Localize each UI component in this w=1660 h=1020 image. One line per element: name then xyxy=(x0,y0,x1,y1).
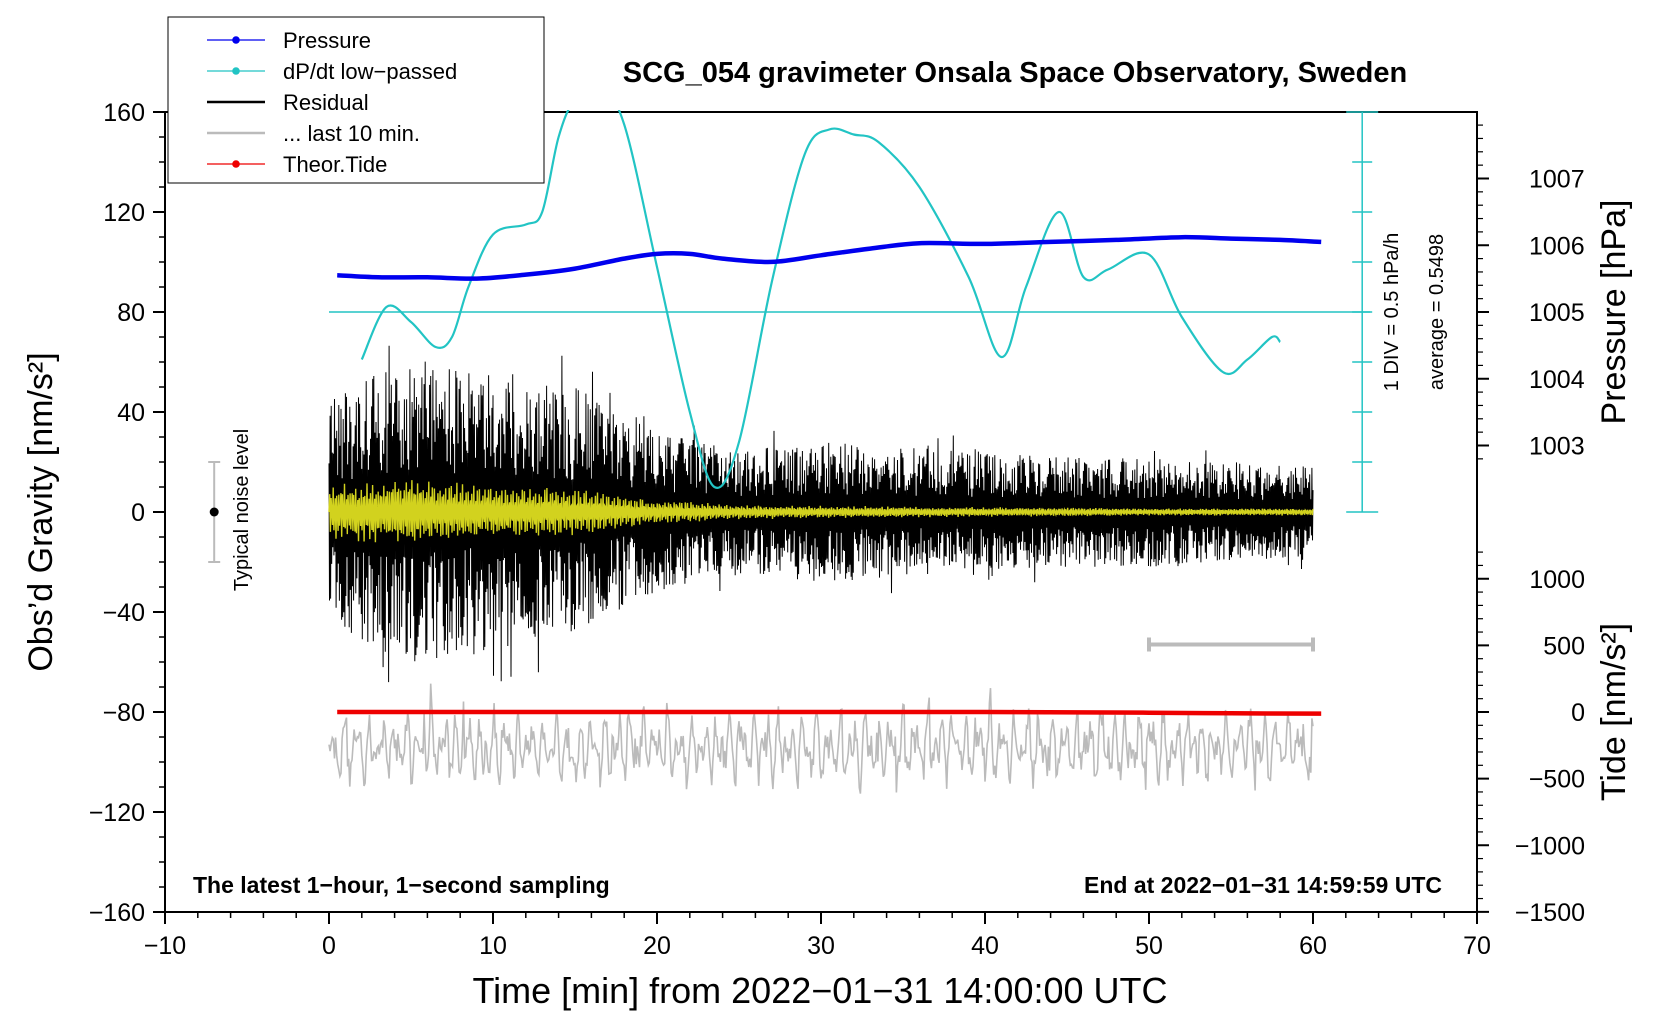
noise-level-label: Typical noise level xyxy=(231,429,253,591)
tide-tick-label: −1000 xyxy=(1515,832,1585,860)
y-tick-label: −120 xyxy=(89,799,145,827)
last-10-min-layer xyxy=(328,683,1314,794)
legend-label: Pressure xyxy=(283,28,371,53)
sampling-label: The latest 1−hour, 1−second sampling xyxy=(193,872,610,898)
legend-swatch-marker xyxy=(232,67,240,75)
legend: Pressure dP/dt low−passed Residual ... last… xyxy=(167,16,545,184)
chart-title: SCG_054 gravimeter Onsala Space Observat… xyxy=(623,57,1407,89)
noise-bar-center xyxy=(209,507,219,517)
pressure-line xyxy=(337,234,1322,281)
tide-tick-label: 1000 xyxy=(1529,566,1585,594)
pressure-tick-label: 1006 xyxy=(1529,232,1585,260)
dpdt-layer xyxy=(329,110,1371,489)
x-tick-label: 60 xyxy=(1299,932,1327,960)
legend-entry: Residual xyxy=(207,90,369,115)
last-10-min-bar xyxy=(1147,637,1315,652)
legend-entry: dP/dt low−passed xyxy=(207,59,457,84)
legend-label: ... last 10 min. xyxy=(283,121,420,146)
residual-line xyxy=(328,345,1314,683)
y-tick-label: 40 xyxy=(117,399,145,427)
y-tick-label: −160 xyxy=(89,899,145,927)
x-tick-label: 0 xyxy=(322,932,336,960)
x-tick-label: 20 xyxy=(643,932,671,960)
y-tick-label: −80 xyxy=(103,699,145,727)
y-axis-title-gravity: Obs’d Gravity [nm/s²] xyxy=(22,352,60,671)
plot-data-layer xyxy=(328,110,1371,794)
x-tick-label: 50 xyxy=(1135,932,1163,960)
y-tick-label: −40 xyxy=(103,599,145,627)
legend-swatch-marker xyxy=(232,36,240,44)
pressure-tick-label: 1004 xyxy=(1529,366,1585,394)
x-axis-title: Time [min] from 2022−01−31 14:00:00 UTC xyxy=(472,970,1167,1011)
theor-tide-line xyxy=(337,709,1322,716)
dpdt-scale xyxy=(1346,111,1379,513)
pressure-tick-label: 1003 xyxy=(1529,433,1585,461)
x-tick-label: 40 xyxy=(971,932,999,960)
pressure-tick-label: 1005 xyxy=(1529,299,1585,327)
pressure-layer xyxy=(337,234,1322,281)
y-tick-label: 160 xyxy=(103,99,145,127)
noise-level-bar xyxy=(208,461,221,563)
legend-entry: ... last 10 min. xyxy=(207,121,420,146)
residual-layer xyxy=(328,345,1314,683)
legend-box xyxy=(167,16,545,184)
y-tick-label: 80 xyxy=(117,299,145,327)
tide-tick-label: −1500 xyxy=(1515,899,1585,927)
x-tick-label: 10 xyxy=(479,932,507,960)
last-10-min-line xyxy=(328,683,1314,794)
tide-tick-label: −500 xyxy=(1529,766,1585,794)
legend-entries: Pressure dP/dt low−passed Residual ... last… xyxy=(207,28,457,177)
tide-tick-label: 0 xyxy=(1571,699,1585,727)
y-tick-label: 0 xyxy=(131,499,145,527)
filtered-residual-layer xyxy=(328,480,1314,543)
x-tick-label: 30 xyxy=(807,932,835,960)
average-label: average = 0.5498 xyxy=(1426,234,1448,390)
legend-swatch-marker xyxy=(232,160,240,168)
end-time-label: End at 2022−01−31 14:59:59 UTC xyxy=(1084,872,1442,898)
legend-label: dP/dt low−passed xyxy=(283,59,457,84)
x-tick-label: 70 xyxy=(1463,932,1491,960)
y-axis-title-tide: Tide [nm/s²] xyxy=(1595,623,1633,801)
dpdt-line xyxy=(360,110,1281,489)
legend-label: Residual xyxy=(283,90,369,115)
y-axis-title-pressure: Pressure [hPa] xyxy=(1595,200,1633,425)
x-tick-label: −10 xyxy=(144,932,186,960)
legend-entry: Theor.Tide xyxy=(207,152,387,177)
tide-tick-label: 500 xyxy=(1543,632,1585,660)
legend-label: Theor.Tide xyxy=(283,152,387,177)
axes-layer: −10 0 10 20 30 40 50 60 70 160 120 80 40 0 −40 −80 −120 −… xyxy=(89,99,1585,960)
legend-entry: Pressure xyxy=(207,28,371,53)
y-tick-label: 120 xyxy=(103,199,145,227)
filtered-residual-line xyxy=(328,480,1314,543)
pressure-tick-label: 1007 xyxy=(1529,166,1585,194)
div-label: 1 DIV = 0.5 hPa/h xyxy=(1381,233,1403,391)
theor-tide-layer xyxy=(337,709,1322,716)
